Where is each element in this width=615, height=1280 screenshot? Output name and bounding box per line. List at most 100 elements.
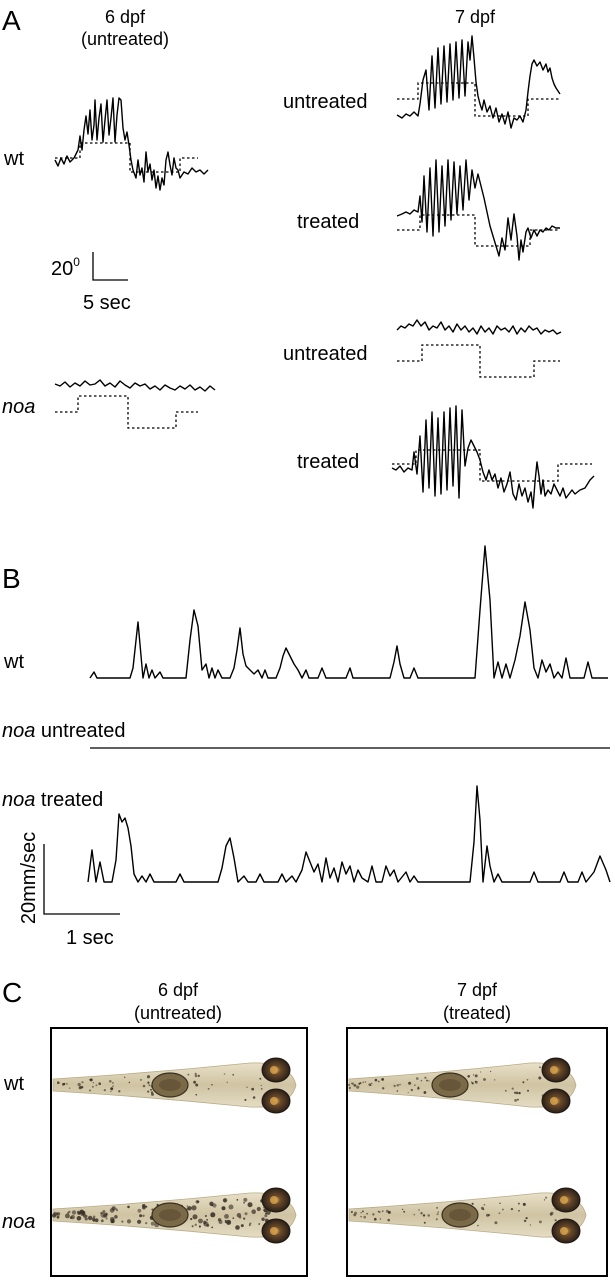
pigment-spot [481, 1206, 484, 1210]
panel-label-a: A [2, 5, 21, 36]
pigment-spot [363, 1215, 367, 1219]
pigment-spot [371, 1082, 373, 1085]
pigment-spot [228, 1204, 234, 1210]
swim-bladder-core [159, 1209, 181, 1221]
eye-lens [560, 1196, 568, 1204]
pigment-spot [260, 1088, 263, 1090]
pigment-spot [347, 1083, 351, 1086]
pigment-spot [92, 1086, 94, 1088]
larva-noa-6dpf [51, 1187, 297, 1244]
pigment-spot [224, 1221, 227, 1224]
pigment-spot [499, 1202, 501, 1205]
pigment-spot [110, 1217, 115, 1222]
pigment-spot [522, 1081, 525, 1084]
pigment-spot [348, 1086, 351, 1090]
larva-wt-6dpf [52, 1057, 297, 1114]
pigment-spot [423, 1221, 426, 1224]
pigment-spot [248, 1224, 251, 1227]
pigment-spot [198, 1225, 201, 1228]
panel-label-c: C [2, 977, 22, 1008]
panel-a-row-noa: noa [2, 396, 35, 418]
pigment-spot [543, 1199, 546, 1201]
pigment-spot [515, 1091, 519, 1095]
pigment-spot [98, 1082, 101, 1085]
pigment-spot [198, 1218, 203, 1224]
trace-a-wt-6dpf [54, 97, 209, 191]
pigment-spot [212, 1203, 217, 1208]
swim-bladder-core [159, 1079, 181, 1091]
panel-a-row-wt: wt [3, 148, 24, 170]
pigment-spot [56, 1212, 59, 1215]
pigment-spot [85, 1215, 88, 1218]
pigment-spot [538, 1076, 542, 1080]
pigment-spot [396, 1090, 399, 1092]
pigment-spot [203, 1222, 206, 1225]
panel-a-cond-untreated-2: untreated [283, 343, 368, 365]
pigment-spot [403, 1210, 406, 1213]
pigment-spot [354, 1211, 358, 1215]
pigment-spot [147, 1081, 150, 1084]
panel-c-col1-header-line2: (untreated) [134, 1003, 222, 1023]
pigment-spot [84, 1217, 88, 1221]
pigment-spot [436, 1213, 439, 1216]
swim-bladder-core [449, 1209, 471, 1221]
pigment-spot [517, 1202, 520, 1205]
pigment-spot [474, 1074, 478, 1078]
pigment-spot [426, 1079, 428, 1082]
pigment-spot [436, 1207, 438, 1209]
trace-a-noa7-untreated [396, 319, 562, 335]
pigment-spot [193, 1080, 197, 1084]
pigment-spot [243, 1197, 248, 1202]
pigment-spot [422, 1214, 426, 1217]
pigment-spot [235, 1225, 240, 1230]
panel-c-col1-header-line1: 6 dpf [158, 980, 199, 1000]
pigment-spot [467, 1075, 471, 1078]
pigment-spot [420, 1212, 423, 1215]
pigment-spot [210, 1212, 216, 1218]
pigment-spot [224, 1219, 227, 1222]
pigment-spot [109, 1208, 115, 1213]
pigment-spot [221, 1206, 226, 1211]
pigment-spot [109, 1080, 112, 1083]
pigment-spot [145, 1222, 148, 1225]
pigment-spot [146, 1075, 151, 1079]
pigment-spot [487, 1213, 491, 1217]
pigment-spot [471, 1202, 474, 1205]
pigment-spot [92, 1082, 94, 1084]
pigment-spot [114, 1215, 118, 1219]
pigment-spot [351, 1082, 353, 1085]
scale-bar-b [43, 844, 120, 915]
pigment-spot [192, 1214, 198, 1220]
pigment-spot [416, 1077, 419, 1080]
pigment-spot [147, 1090, 150, 1093]
pigment-spot [260, 1084, 262, 1087]
pigment-spot [204, 1215, 207, 1217]
pigment-spot [145, 1205, 148, 1208]
pigment-spot [423, 1091, 427, 1094]
pigment-spot [360, 1216, 362, 1218]
pigment-spot [191, 1205, 197, 1211]
pigment-spot [88, 1079, 91, 1081]
pigment-spot [472, 1074, 475, 1076]
pigment-spot [374, 1217, 377, 1221]
pigment-spot [360, 1212, 362, 1214]
stim-a-noa7-treated [392, 449, 592, 482]
pigment-spot [387, 1218, 391, 1222]
pigment-spot [362, 1081, 364, 1083]
pigment-spot [361, 1210, 364, 1213]
pigment-spot [128, 1081, 130, 1084]
pigment-spot [261, 1217, 265, 1221]
pigment-spot [89, 1078, 93, 1082]
panel-a-col1-header-line2: (untreated) [81, 29, 169, 49]
pigment-spot [194, 1223, 197, 1227]
trace-a-noa-6dpf [54, 379, 216, 392]
pigment-spot [516, 1098, 519, 1101]
pigment-spot [483, 1204, 486, 1206]
pigment-spot [244, 1098, 247, 1101]
scale-bar-b-y-label: 20mm/sec [18, 832, 40, 924]
pigment-spot [413, 1213, 416, 1216]
pigment-spot [251, 1087, 255, 1091]
pigment-spot [359, 1082, 362, 1085]
trace-b-noa-treated [87, 785, 611, 883]
